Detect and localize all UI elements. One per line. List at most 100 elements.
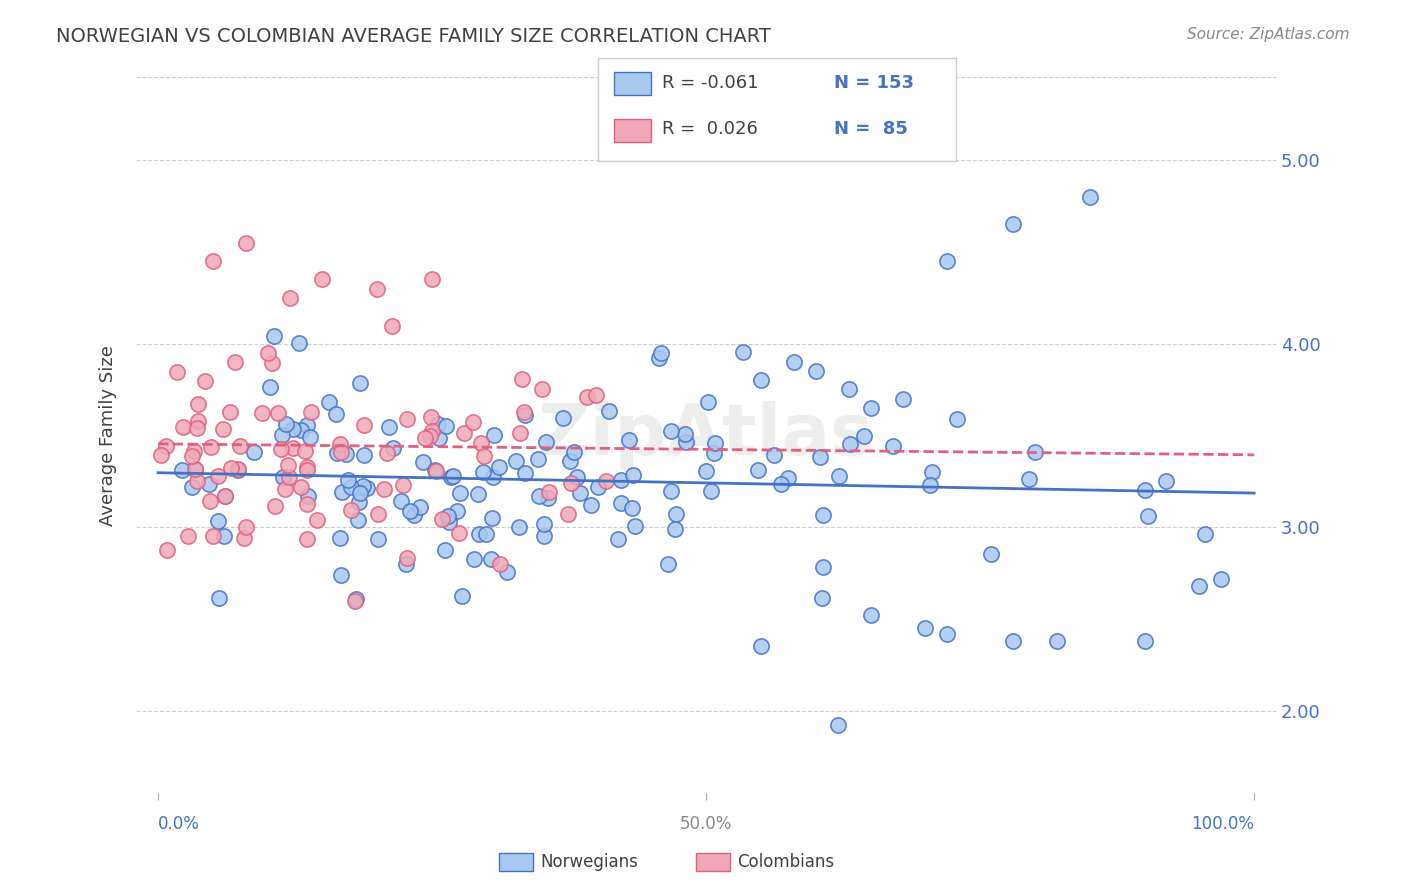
- Point: [770, 477, 793, 491]
- Point: [513, 405, 536, 419]
- Point: [366, 281, 388, 295]
- Text: N = 153: N = 153: [834, 74, 914, 92]
- Point: [367, 507, 389, 521]
- Point: [201, 254, 224, 268]
- Point: [936, 626, 959, 640]
- Point: [595, 474, 617, 488]
- Point: [337, 473, 360, 487]
- Point: [586, 480, 609, 494]
- Point: [560, 454, 582, 468]
- Point: [882, 439, 904, 453]
- Point: [449, 485, 471, 500]
- Point: [811, 508, 834, 522]
- Point: [529, 489, 551, 503]
- Text: 0.0%: 0.0%: [157, 815, 200, 833]
- Point: [207, 469, 229, 483]
- Point: [156, 542, 179, 557]
- Point: [274, 417, 297, 431]
- Point: [295, 497, 318, 511]
- Point: [530, 383, 553, 397]
- Point: [509, 425, 531, 440]
- Point: [399, 504, 422, 518]
- Text: N =  85: N = 85: [834, 120, 908, 138]
- Point: [1024, 445, 1046, 459]
- Point: [508, 519, 530, 533]
- Point: [463, 415, 485, 429]
- Point: [472, 465, 495, 479]
- Point: [893, 392, 915, 406]
- Point: [665, 507, 688, 521]
- Point: [155, 439, 177, 453]
- Y-axis label: Average Family Size: Average Family Size: [100, 345, 117, 525]
- Point: [827, 718, 849, 732]
- Point: [235, 520, 257, 534]
- Point: [659, 484, 682, 499]
- Point: [329, 567, 352, 582]
- Point: [1136, 509, 1159, 524]
- Point: [437, 508, 460, 523]
- Point: [226, 463, 249, 477]
- Point: [395, 551, 418, 566]
- Point: [186, 474, 208, 488]
- Point: [277, 458, 299, 473]
- Point: [278, 469, 301, 483]
- Point: [375, 446, 398, 460]
- Point: [536, 491, 558, 506]
- Point: [243, 445, 266, 459]
- Point: [356, 481, 378, 495]
- Point: [783, 355, 806, 369]
- Point: [585, 388, 607, 402]
- Point: [657, 558, 679, 572]
- Point: [505, 454, 527, 468]
- Point: [392, 478, 415, 492]
- Point: [349, 376, 371, 390]
- Point: [325, 408, 347, 422]
- Point: [437, 515, 460, 529]
- Point: [184, 462, 207, 476]
- Point: [214, 490, 236, 504]
- Point: [198, 493, 221, 508]
- Point: [170, 463, 193, 477]
- Point: [176, 529, 198, 543]
- Point: [838, 383, 860, 397]
- Point: [853, 429, 876, 443]
- Point: [562, 444, 585, 458]
- Point: [252, 406, 274, 420]
- Point: [181, 449, 204, 463]
- Point: [472, 449, 495, 463]
- Point: [482, 469, 505, 483]
- Point: [624, 519, 647, 533]
- Point: [295, 460, 318, 475]
- Point: [330, 445, 353, 459]
- Point: [197, 477, 219, 491]
- Point: [278, 291, 301, 305]
- Point: [290, 480, 312, 494]
- Point: [1018, 472, 1040, 486]
- Point: [828, 469, 851, 483]
- Point: [256, 345, 278, 359]
- Point: [425, 464, 447, 478]
- Point: [537, 485, 560, 500]
- Point: [675, 435, 697, 450]
- Point: [212, 529, 235, 543]
- Point: [184, 462, 207, 476]
- Point: [762, 448, 785, 462]
- Point: [415, 431, 437, 445]
- Point: [621, 467, 644, 482]
- Point: [703, 436, 725, 450]
- Point: [396, 411, 419, 425]
- Point: [510, 372, 533, 386]
- Point: [219, 405, 242, 419]
- Point: [446, 504, 468, 518]
- Point: [648, 351, 671, 365]
- Point: [1156, 475, 1178, 489]
- Point: [266, 406, 288, 420]
- Point: [207, 514, 229, 528]
- Point: [527, 452, 550, 467]
- Point: [804, 364, 827, 378]
- Point: [1194, 527, 1216, 541]
- Point: [467, 487, 489, 501]
- Point: [373, 482, 395, 496]
- Point: [488, 557, 510, 571]
- Point: [859, 401, 882, 415]
